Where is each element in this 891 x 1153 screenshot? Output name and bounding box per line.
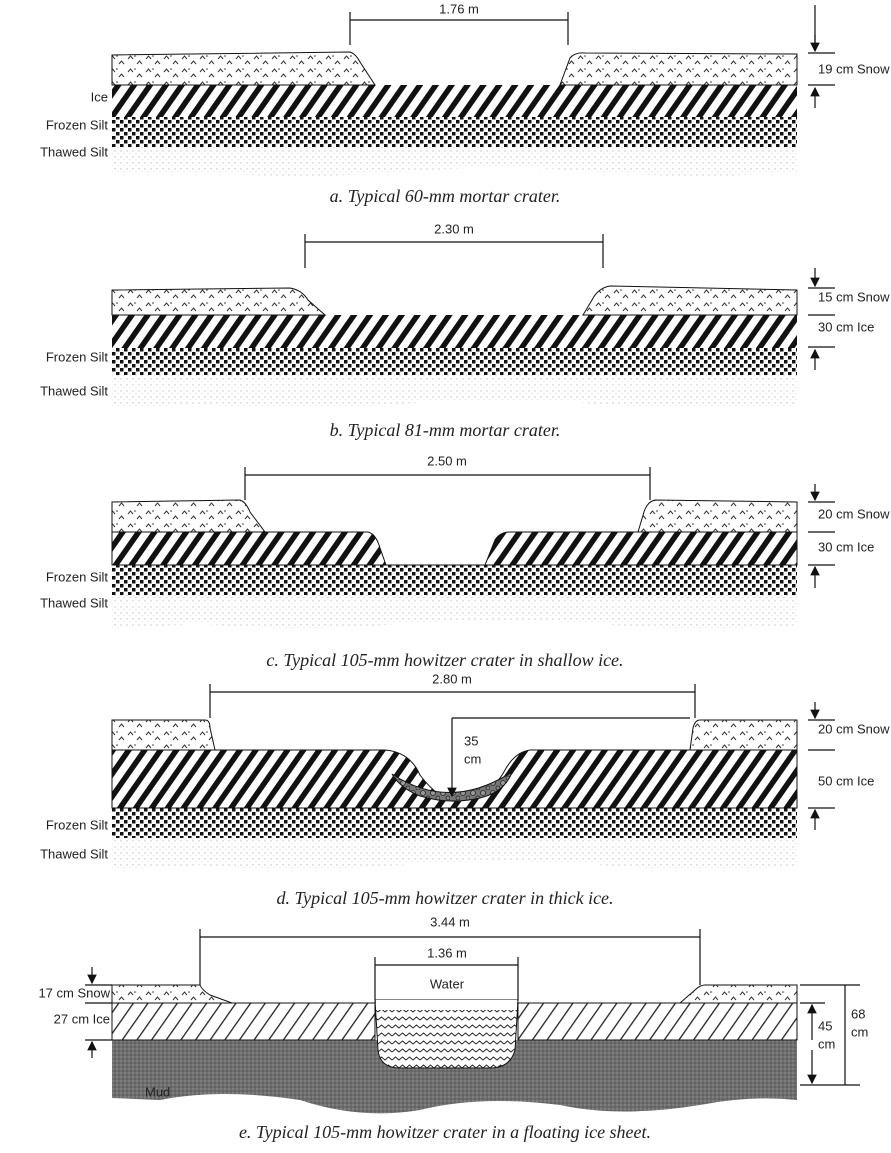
- snow: [559, 52, 798, 86]
- frozen-silt: [112, 348, 797, 375]
- frozen-silt: [112, 565, 797, 595]
- label: b. Typical 81-mm mortar crater.: [330, 420, 561, 440]
- dimension: [349, 12, 569, 45]
- thawed-silt: [112, 147, 797, 176]
- dimension: [199, 929, 701, 1000]
- label: 30 cm Ice: [818, 539, 874, 554]
- label: Frozen Silt: [46, 117, 109, 132]
- label: Thawed Silt: [40, 383, 108, 398]
- label: 2.30 m: [434, 221, 474, 236]
- dimension: [808, 501, 835, 566]
- label: 50 cm Ice: [818, 773, 874, 788]
- label: Thawed Silt: [40, 144, 108, 159]
- label: 19 cm Snow: [818, 61, 890, 76]
- label: c. Typical 105-mm howitzer crater in sha…: [266, 650, 623, 670]
- snow: [111, 719, 216, 751]
- panel-e: 3.44 m 1.36 m Water 17 cm Snow 27 cm Ice…: [38, 914, 868, 1142]
- snow: [111, 984, 233, 1004]
- ice: [517, 1002, 798, 1041]
- label: 20 cm Snow: [818, 506, 890, 521]
- water: [374, 999, 519, 1069]
- ice: [112, 315, 797, 348]
- label: Ice: [91, 89, 108, 104]
- label: 1.36 m: [427, 945, 467, 960]
- frozen-silt: [112, 117, 797, 147]
- label: 15 cm Snow: [818, 289, 890, 304]
- label: cm: [464, 751, 481, 766]
- panel-c: 2.50 m Frozen Silt Thawed Silt 20 cm Sno…: [40, 453, 890, 670]
- snow: [689, 719, 798, 751]
- label: 35: [464, 733, 478, 748]
- ice: [111, 531, 798, 566]
- snow: [111, 499, 266, 533]
- dimension: [304, 234, 604, 268]
- label: Frozen Silt: [46, 817, 109, 832]
- thawed-silt: [112, 838, 797, 870]
- snow: [637, 499, 798, 533]
- dimension: [209, 684, 696, 719]
- frozen-silt: [112, 808, 797, 838]
- label: 1.76 m: [439, 1, 479, 16]
- label: 30 cm Ice: [818, 319, 874, 334]
- snow: [111, 287, 327, 316]
- label: Thawed Silt: [40, 595, 108, 610]
- snow: [582, 285, 798, 316]
- label: cm: [818, 1036, 835, 1051]
- label: e. Typical 105-mm howitzer crater in a f…: [239, 1122, 651, 1142]
- dimension: [808, 287, 835, 348]
- mud: [112, 1040, 797, 1114]
- label: Frozen Silt: [46, 569, 109, 584]
- label: 45: [818, 1018, 832, 1033]
- label: 68: [851, 1006, 865, 1021]
- thawed-silt: [112, 375, 797, 409]
- label: 17 cm Snow: [38, 985, 110, 1000]
- label: 20 cm Snow: [818, 721, 890, 736]
- label: 27 cm Ice: [54, 1011, 110, 1026]
- label: Frozen Silt: [46, 349, 109, 364]
- label: a. Typical 60-mm mortar crater.: [330, 186, 561, 206]
- label: Mud: [145, 1084, 170, 1099]
- ice: [111, 1002, 376, 1041]
- water-surface: [376, 1000, 517, 1010]
- dimension: [808, 5, 835, 108]
- panel-d: 2.80 m 35 cm Frozen Silt Thawed Silt 20 …: [40, 671, 890, 908]
- label: Water: [430, 976, 465, 991]
- label: d. Typical 105-mm howitzer crater in thi…: [276, 888, 613, 908]
- label: 2.80 m: [432, 671, 472, 686]
- thawed-silt: [112, 595, 797, 629]
- panel-b: 2.30 m Frozen Silt Thawed Silt 15 cm Sno…: [40, 221, 890, 440]
- snow: [678, 984, 798, 1004]
- ice: [112, 85, 797, 117]
- label: cm: [851, 1024, 868, 1039]
- label: 3.44 m: [430, 914, 470, 929]
- dimension: [808, 719, 835, 809]
- snow: [111, 51, 376, 86]
- label: Thawed Silt: [40, 846, 108, 861]
- dimension: [244, 467, 651, 500]
- dimension: [85, 984, 112, 1041]
- dimension: [800, 984, 860, 1086]
- panel-a: 1.76 m Ice Frozen Silt Thawed Silt 19 cm…: [40, 1, 890, 206]
- label: 2.50 m: [427, 453, 467, 468]
